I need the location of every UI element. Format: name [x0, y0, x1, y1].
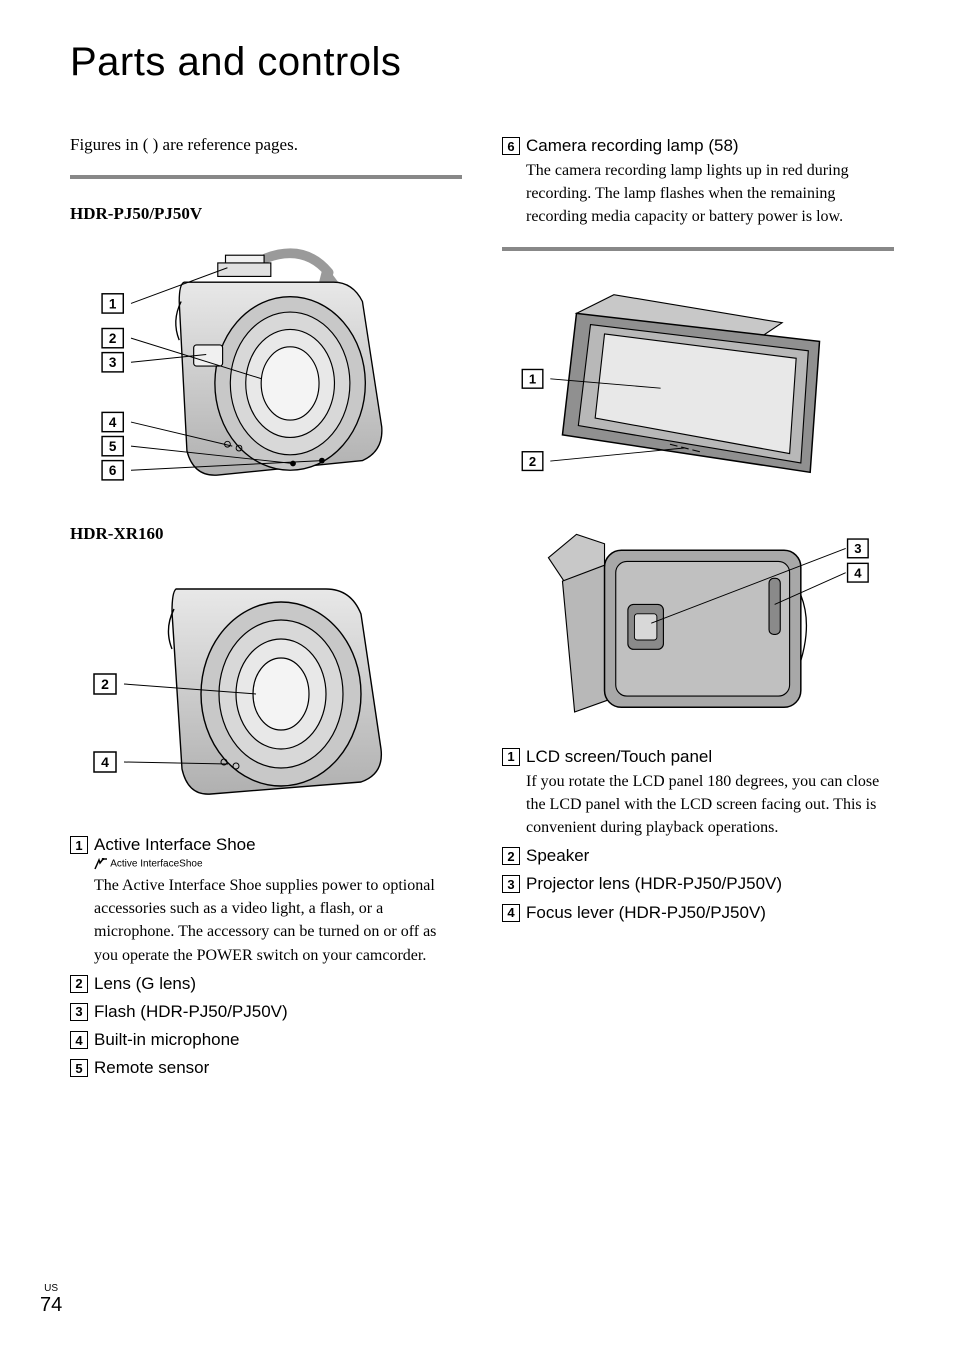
footer-region: US	[40, 1283, 62, 1294]
callout-num: 3	[109, 355, 117, 370]
diagram-lcd-screen: 1 2	[502, 276, 894, 491]
item-title: Flash (HDR-PJ50/PJ50V)	[94, 1001, 462, 1023]
item-number-box: 5	[70, 1059, 88, 1077]
diagram-projector-side: 3 4	[502, 511, 894, 726]
page-title: Parts and controls	[70, 40, 894, 85]
left-column: Figures in ( ) are reference pages. HDR-…	[70, 135, 462, 1085]
list-item: 2 Speaker	[502, 845, 894, 867]
item-title: LCD screen/Touch panel	[526, 746, 894, 768]
list-item: 4 Built-in microphone	[70, 1029, 462, 1051]
content-columns: Figures in ( ) are reference pages. HDR-…	[70, 135, 894, 1085]
intro-text: Figures in ( ) are reference pages.	[70, 135, 462, 155]
item-title: Focus lever (HDR-PJ50/PJ50V)	[526, 902, 894, 924]
item-number-box: 1	[70, 836, 88, 854]
footer-page-number: 74	[40, 1294, 62, 1317]
item-number-box: 3	[70, 1003, 88, 1021]
item-number-box: 2	[70, 975, 88, 993]
model-heading-b: HDR-XR160	[70, 524, 462, 544]
callout-num: 1	[109, 296, 117, 311]
item-description: The camera recording lamp lights up in r…	[526, 159, 894, 229]
section-divider	[502, 247, 894, 251]
item-number-box: 1	[502, 748, 520, 766]
item-title: Lens (G lens)	[94, 973, 462, 995]
callout-num: 1	[529, 371, 536, 386]
model-heading-a: HDR-PJ50/PJ50V	[70, 204, 462, 224]
callout-num: 3	[854, 541, 861, 556]
item-number-box: 6	[502, 137, 520, 155]
list-item: 5 Remote sensor	[70, 1057, 462, 1079]
item-title: Camera recording lamp (58)	[526, 135, 894, 157]
callout-num: 6	[109, 463, 117, 478]
list-item: 6 Camera recording lamp (58) The camera …	[502, 135, 894, 229]
callout-num: 2	[529, 453, 536, 468]
active-interface-shoe-icon: Active InterfaceShoe	[94, 858, 462, 870]
callout-num: 4	[101, 754, 109, 770]
item-number-box: 4	[502, 904, 520, 922]
list-item: 2 Lens (G lens)	[70, 973, 462, 995]
list-item: 4 Focus lever (HDR-PJ50/PJ50V)	[502, 902, 894, 924]
list-item: 1 Active Interface Shoe Active Interface…	[70, 834, 462, 967]
diagram-camcorder-pj50: 1 2 3 4 5 6	[70, 234, 462, 504]
callout-num: 4	[109, 415, 117, 430]
diagram-camcorder-xr160: 2 4	[70, 554, 462, 814]
page-footer: US 74	[40, 1283, 62, 1317]
item-description: If you rotate the LCD panel 180 degrees,…	[526, 770, 894, 840]
list-item: 3 Flash (HDR-PJ50/PJ50V)	[70, 1001, 462, 1023]
list-item: 3 Projector lens (HDR-PJ50/PJ50V)	[502, 873, 894, 895]
section-divider	[70, 175, 462, 179]
item-number-box: 4	[70, 1031, 88, 1049]
item-description: The Active Interface Shoe supplies power…	[94, 874, 462, 967]
item-title: Active Interface Shoe	[94, 834, 462, 856]
item-title: Remote sensor	[94, 1057, 462, 1079]
item-title: Projector lens (HDR-PJ50/PJ50V)	[526, 873, 894, 895]
item-title: Built-in microphone	[94, 1029, 462, 1051]
right-column: 6 Camera recording lamp (58) The camera …	[502, 135, 894, 1085]
callout-num: 5	[109, 439, 117, 454]
callout-num: 2	[101, 676, 109, 692]
item-title: Speaker	[526, 845, 894, 867]
item-number-box: 2	[502, 847, 520, 865]
list-item: 1 LCD screen/Touch panel If you rotate t…	[502, 746, 894, 840]
item-number-box: 3	[502, 875, 520, 893]
callout-num: 2	[109, 331, 117, 346]
callout-num: 4	[854, 565, 862, 580]
